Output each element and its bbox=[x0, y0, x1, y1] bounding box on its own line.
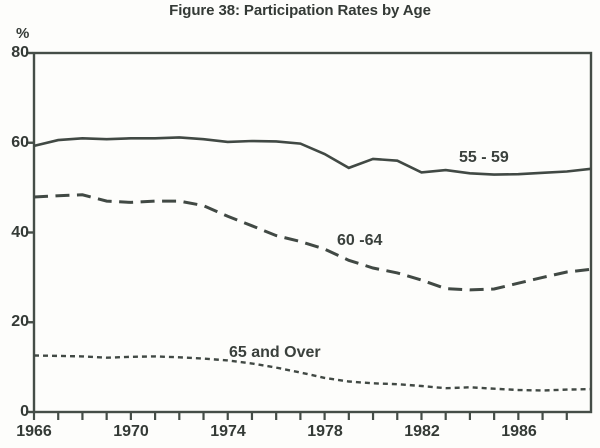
line-60-64 bbox=[33, 193, 592, 292]
xtick-label-1982: 1982 bbox=[404, 423, 440, 440]
ytick-label-20: 20 bbox=[11, 313, 29, 330]
xtick-label-1974: 1974 bbox=[210, 423, 246, 440]
series-label-65-and-over: 65 and Over bbox=[229, 344, 321, 361]
ytick-label-80: 80 bbox=[11, 44, 29, 61]
xtick-label-1966: 1966 bbox=[16, 423, 52, 440]
series-label-55-59: 55 - 59 bbox=[459, 149, 509, 166]
ytick-label-60: 60 bbox=[11, 134, 29, 151]
line-65-and-over bbox=[33, 354, 592, 392]
line-55-59 bbox=[33, 136, 592, 176]
y-axis-unit-label: % bbox=[16, 25, 30, 42]
xtick-label-1978: 1978 bbox=[307, 423, 343, 440]
ytick-label-0: 0 bbox=[20, 403, 29, 420]
chart-title: Figure 38: Participation Rates by Age bbox=[169, 2, 431, 19]
series-label-60-64: 60 -64 bbox=[337, 232, 383, 249]
xtick-label-1970: 1970 bbox=[113, 423, 149, 440]
ytick-label-40: 40 bbox=[11, 224, 29, 241]
xtick-label-1986: 1986 bbox=[501, 423, 537, 440]
